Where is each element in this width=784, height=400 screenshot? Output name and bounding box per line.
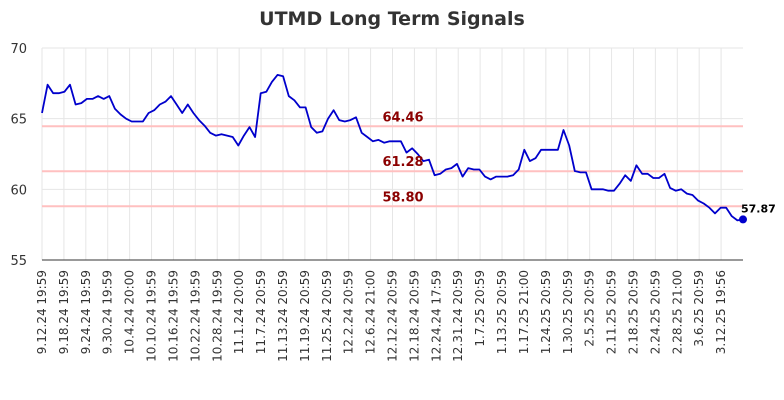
x-tick-label: 10.28.24 19:59 [210, 270, 224, 362]
axis-layer: 55 60 65 70 9.12.24 19:59 9.18.24 19:59 9.24.2… [10, 42, 743, 362]
y-tick-label: 55 [10, 254, 27, 269]
x-tick-label: 10.10.24 19:59 [145, 270, 159, 362]
x-tick-label: 1.7.25 20:59 [473, 270, 487, 347]
x-tick-label: 2.18.25 20:59 [626, 270, 640, 354]
x-tick-label: 10.22.24 19:59 [188, 270, 202, 362]
x-tick-label: 2.11.25 20:59 [605, 270, 619, 354]
y-tick-label: 60 [10, 183, 27, 198]
label-layer: 64.46 61.28 58.80 57.87 [382, 110, 775, 215]
x-tick-label: 9.18.24 19:59 [57, 270, 71, 354]
x-tick-label: 9.24.24 19:59 [79, 270, 93, 354]
signal-label: 64.46 [382, 110, 423, 125]
chart-title: UTMD Long Term Signals [259, 8, 525, 30]
x-tick-label: 2.24.25 20:59 [648, 270, 662, 354]
x-tick-label: 11.1.24 20:00 [232, 270, 246, 354]
signal-lines-layer [42, 125, 743, 208]
x-tick-label: 3.6.25 20:59 [692, 270, 706, 347]
x-tick-label: 1.24.25 20:59 [539, 270, 553, 354]
x-tick-label: 11.19.24 20:59 [298, 270, 312, 362]
price-series-line [41, 74, 744, 222]
x-tick-label: 2.5.25 20:59 [583, 270, 597, 347]
x-tick-label: 12.6.24 21:00 [364, 270, 378, 354]
x-tick-label: 11.13.24 20:59 [276, 270, 290, 362]
x-tick-label: 12.12.24 20:59 [386, 270, 400, 362]
x-tick-label: 9.12.24 19:59 [35, 270, 49, 354]
x-tick-label: 1.13.25 20:59 [495, 270, 509, 354]
signal-label: 58.80 [382, 190, 423, 205]
x-tick-label: 2.28.25 21:00 [670, 270, 684, 354]
grid-layer [41, 47, 743, 261]
series-layer [41, 74, 747, 224]
last-value-label: 57.87 [741, 202, 776, 215]
x-tick-label: 10.4.24 20:00 [123, 270, 137, 354]
x-tick-label: 11.25.24 20:59 [320, 270, 334, 362]
x-tick-label: 11.7.24 20:59 [254, 270, 268, 354]
x-tick-label: 12.2.24 20:59 [342, 270, 356, 354]
y-tick-label: 65 [10, 113, 27, 128]
x-tick-label: 12.31.24 20:59 [451, 270, 465, 362]
y-tick-label: 70 [10, 42, 27, 57]
x-tick-label: 3.12.25 19:56 [714, 270, 728, 354]
x-tick-label: 1.30.25 20:59 [561, 270, 575, 354]
x-tick-label: 9.30.24 19:59 [101, 270, 115, 354]
x-tick-label: 12.18.24 20:59 [407, 270, 421, 362]
x-tick-label: 12.24.24 17:59 [429, 270, 443, 362]
x-tick-label: 10.16.24 19:59 [166, 270, 180, 362]
x-tick-label: 1.17.25 21:00 [517, 270, 531, 354]
last-value-marker [739, 215, 747, 224]
signal-label: 61.28 [382, 155, 423, 170]
